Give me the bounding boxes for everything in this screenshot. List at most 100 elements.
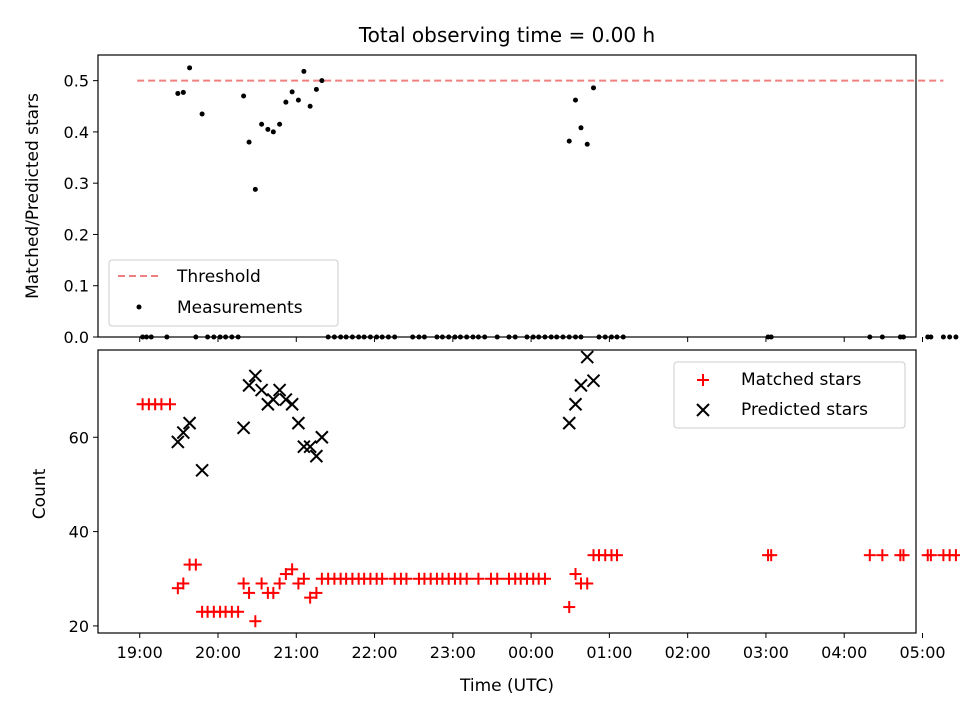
ytick-label: 0.5 xyxy=(64,72,89,91)
matched-stars-point xyxy=(491,572,504,585)
predicted-stars-point xyxy=(562,416,576,430)
matched-stars-point xyxy=(286,563,299,576)
matched-stars-point xyxy=(297,572,310,585)
legend-matched-swatch xyxy=(697,374,709,386)
xtick-label: 01:00 xyxy=(586,643,632,662)
ytick-label: 0.2 xyxy=(64,225,89,244)
predicted-stars-point xyxy=(297,439,311,454)
predicted-stars-point xyxy=(586,373,601,388)
predicted-stars-point xyxy=(279,392,293,407)
measurement-point xyxy=(283,99,289,105)
matched-stars-point xyxy=(232,605,245,618)
chart-title: Total observing time = 0.00 h xyxy=(358,23,655,47)
predicted-stars-point xyxy=(171,435,185,449)
matched-stars-point xyxy=(164,398,177,411)
measurement-point xyxy=(953,334,959,340)
matched-stars-point xyxy=(304,591,317,604)
matched-stars-point xyxy=(243,586,256,599)
measurement-point xyxy=(295,97,301,103)
legend-measurements-swatch xyxy=(136,304,142,310)
ytick-label: 40 xyxy=(69,523,89,542)
ytick-label: 0.1 xyxy=(64,277,89,296)
bottom-panel-ylabel: Count xyxy=(30,468,50,519)
measurement-point xyxy=(307,103,313,109)
matched-stars-point xyxy=(310,586,323,599)
matched-stars-point xyxy=(924,549,937,562)
matched-stars-point xyxy=(610,549,623,562)
measurement-point xyxy=(175,90,181,96)
xtick-label: 21:00 xyxy=(273,643,319,662)
xtick-label: 03:00 xyxy=(743,643,789,662)
legend-matched-label: Matched stars xyxy=(741,370,861,390)
ytick-label: 0.3 xyxy=(64,174,89,193)
measurement-point xyxy=(180,89,186,95)
top-legend-box xyxy=(108,259,339,327)
legend-threshold-label: Threshold xyxy=(176,267,261,287)
bottom-panel-frame xyxy=(97,349,917,634)
measurement-point xyxy=(259,121,265,127)
predicted-stars-point xyxy=(248,369,263,383)
predicted-stars-point xyxy=(182,416,197,430)
top-panel-frame xyxy=(97,54,917,338)
xtick-label: 04:00 xyxy=(821,643,867,662)
legend-predicted-label: Predicted stars xyxy=(741,400,868,420)
matched-stars-point xyxy=(863,549,876,562)
top-panel-ylabel: Matched/Predicted stars xyxy=(23,93,43,299)
measurement-point xyxy=(289,89,295,95)
ytick-label: 0.0 xyxy=(64,328,89,347)
predicted-stars-point xyxy=(574,378,588,393)
matched-stars-point xyxy=(177,577,190,590)
measurement-point xyxy=(265,126,271,132)
matched-stars-point xyxy=(279,568,292,581)
predicted-stars-point xyxy=(272,383,287,397)
matched-stars-point xyxy=(876,549,889,562)
xtick-label: 22:00 xyxy=(351,643,397,662)
xtick-label: 19:00 xyxy=(117,643,163,662)
measurement-point xyxy=(301,68,307,74)
bottom-panel-counts: 20 40 60 19:00 20:00 21:00 22:00 23:00 00:00 01:… xyxy=(30,349,960,696)
matched-stars-point xyxy=(237,577,250,590)
bottom-legend: Matched stars Predicted stars xyxy=(673,361,906,429)
x-axis-label: Time (UTC) xyxy=(459,676,554,696)
predicted-stars-point xyxy=(303,439,317,454)
measurement-point xyxy=(241,93,247,99)
measurement-point xyxy=(572,97,578,103)
matched-stars-point xyxy=(400,572,413,585)
matched-stars-point xyxy=(189,558,202,571)
matched-stars-point xyxy=(472,572,485,585)
legend-predicted-swatch xyxy=(696,403,710,417)
measurement-point xyxy=(252,186,258,192)
matched-stars-point xyxy=(267,586,280,599)
measurement-point xyxy=(940,334,946,340)
xtick-label: 20:00 xyxy=(195,643,241,662)
predicted-stars-point xyxy=(315,430,329,444)
xtick-label: 23:00 xyxy=(430,643,476,662)
predicted-stars-point xyxy=(242,378,256,393)
predicted-stars-point xyxy=(236,421,251,435)
measurement-point xyxy=(277,121,283,127)
ytick-label: 20 xyxy=(69,617,89,636)
xtick-label: 00:00 xyxy=(508,643,554,662)
xtick-label: 05:00 xyxy=(899,643,945,662)
top-legend: Threshold Measurements xyxy=(108,259,339,327)
measurement-point xyxy=(578,125,584,131)
measurement-point xyxy=(313,86,319,92)
measurement-point xyxy=(590,85,596,91)
predicted-stars-point xyxy=(176,425,191,440)
top-panel-ratio: 0.0 0.1 0.2 0.3 0.4 0.5 Matched/Predicted sta… xyxy=(23,54,959,347)
ytick-label: 60 xyxy=(69,428,89,447)
matched-stars-point xyxy=(255,577,268,590)
matched-stars-point xyxy=(376,572,389,585)
predicted-stars-point xyxy=(309,449,324,463)
matched-stars-point xyxy=(273,577,286,590)
predicted-stars-point xyxy=(254,383,269,397)
ytick-label: 0.4 xyxy=(64,123,89,142)
predicted-stars-point xyxy=(195,463,209,477)
measurement-point xyxy=(319,78,325,84)
predicted-stars-point xyxy=(568,397,583,411)
measurement-point xyxy=(246,139,252,145)
measurement-point xyxy=(199,111,205,117)
measurement-point xyxy=(928,334,934,340)
matched-stars-point xyxy=(581,577,594,590)
